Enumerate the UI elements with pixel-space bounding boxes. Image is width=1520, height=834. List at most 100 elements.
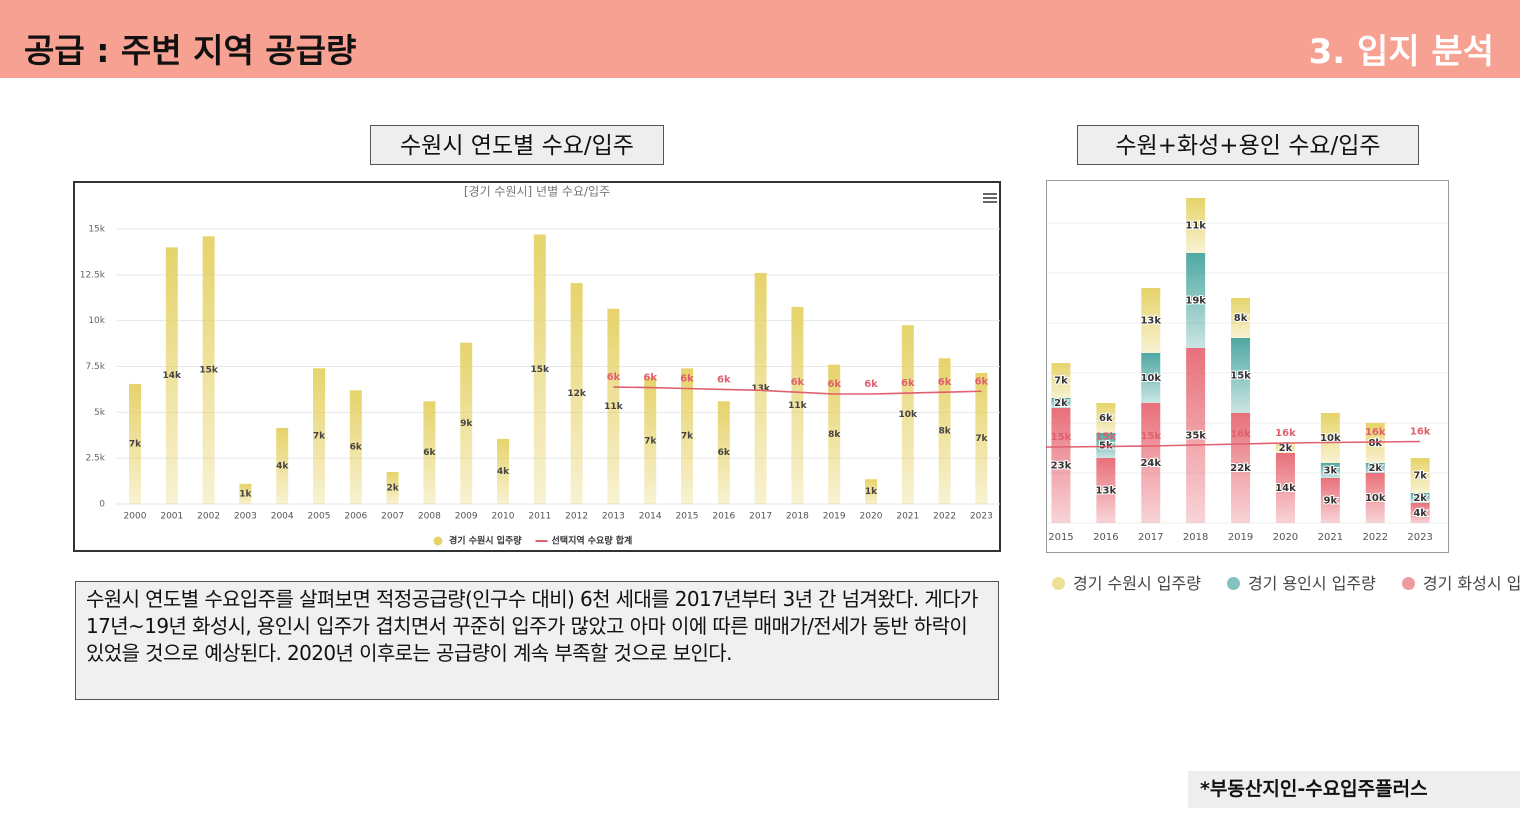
bar-segment: [1141, 403, 1161, 523]
segment-value-label: 3k: [1324, 466, 1338, 477]
bar: [276, 427, 289, 504]
bar-segment: [1051, 398, 1071, 408]
bar-segment: [1186, 253, 1206, 348]
segment-value-label: 2k: [1054, 398, 1068, 409]
x-tick-label: 2020: [860, 512, 883, 522]
y-tick-label: 7.5k: [85, 362, 105, 372]
page-title: 공급 : 주변 지역 공급량: [24, 31, 357, 70]
x-tick-label: 2017: [749, 512, 772, 522]
segment-value-label: 14k: [1275, 483, 1296, 494]
x-tick-label: 2023: [1407, 532, 1432, 543]
bar-value-label: 14k: [163, 371, 183, 381]
demand-line: [613, 386, 982, 395]
legend-item: 경기 용인시 입주량: [1226, 574, 1376, 593]
segment-value-label: 9k: [1324, 496, 1338, 507]
bar: [681, 368, 693, 504]
x-tick-label: 2019: [823, 512, 846, 522]
line-value-label: 15k: [1096, 432, 1117, 443]
legend-item: 경기 수원시 입주량: [1052, 574, 1201, 593]
menu-icon: [983, 197, 997, 199]
bar-segment: [1096, 403, 1116, 433]
x-tick-label: 2018: [1183, 532, 1208, 543]
bar: [202, 236, 215, 505]
bar-segment: [1410, 503, 1430, 523]
segment-value-label: 22k: [1230, 463, 1251, 474]
bar-value-label: 8k: [938, 427, 951, 437]
bar: [828, 364, 841, 504]
bar: [165, 247, 178, 504]
x-tick-label: 2020: [1273, 532, 1298, 543]
x-tick-label: 2015: [676, 512, 699, 522]
x-tick-label: 2014: [639, 512, 662, 522]
bar: [497, 438, 509, 504]
x-tick-label: 2015: [1048, 532, 1073, 543]
line-value-label: 6k: [607, 372, 621, 383]
menu-icon: [983, 193, 997, 195]
legend-swatch: [1226, 577, 1240, 590]
x-tick-label: 2010: [492, 512, 515, 522]
segment-value-label: 2k: [1279, 443, 1293, 454]
bar-value-label: 10k: [899, 410, 919, 420]
segment-value-label: 10k: [1365, 493, 1386, 504]
bar-segment: [1096, 458, 1116, 523]
segment-value-label: 6k: [1099, 413, 1113, 424]
bar-value-label: 4k: [497, 467, 510, 477]
segment-value-label: 10k: [1140, 373, 1161, 384]
x-tick-label: 2009: [455, 512, 478, 522]
segment-value-label: 7k: [1413, 471, 1427, 482]
bar: [754, 273, 767, 504]
bar-segment: [1365, 473, 1385, 523]
bar-value-label: 2k: [386, 483, 399, 493]
bar-segment: [1275, 443, 1295, 453]
x-tick-label: 2003: [234, 512, 257, 522]
legend-label: 선택지역 수요량 합계: [552, 535, 633, 547]
x-tick-label: 2013: [602, 512, 625, 522]
segment-value-label: 13k: [1096, 486, 1117, 497]
bar-value-label: 6k: [350, 443, 363, 453]
bar: [791, 306, 804, 504]
x-tick-label: 2007: [381, 512, 404, 522]
line-value-label: 6k: [680, 374, 694, 385]
segment-value-label: 7k: [1054, 376, 1068, 387]
legend-label: 경기 수원시 입주량: [1073, 574, 1201, 593]
bar-segment: [1096, 433, 1116, 458]
bar: [644, 377, 657, 504]
x-tick-label: 2005: [308, 512, 331, 522]
y-tick-label: 5k: [94, 408, 106, 418]
bar-value-label: 9k: [460, 419, 473, 429]
line-value-label: 16k: [1410, 427, 1431, 438]
segment-value-label: 13k: [1140, 316, 1161, 327]
segment-value-label: 8k: [1234, 313, 1248, 324]
bar-segment: [1365, 463, 1385, 473]
legend-swatch: [1401, 577, 1415, 590]
line-value-label: 15k: [1051, 432, 1072, 443]
header-bar: 공급 : 주변 지역 공급량 3. 입지 분석: [0, 0, 1520, 78]
bar-segment: [1410, 493, 1430, 503]
y-tick-label: 10k: [88, 316, 105, 326]
line-value-label: 6k: [643, 373, 657, 384]
line-value-label: 15k: [1140, 431, 1161, 442]
legend-label: 경기 화성시 입주량: [1422, 574, 1520, 593]
bar: [938, 358, 951, 504]
legend-item: 경기 화성시 입주량: [1401, 574, 1520, 593]
bar-value-label: 4k: [276, 461, 289, 471]
segment-value-label: 11k: [1185, 221, 1206, 232]
bar-segment: [1365, 423, 1385, 463]
bar: [865, 479, 877, 504]
demand-line: [1046, 440, 1421, 448]
bar-value-label: 11k: [604, 402, 624, 412]
x-tick-label: 2011: [528, 512, 551, 522]
bar-segment: [1231, 413, 1251, 523]
x-tick-label: 2021: [1318, 532, 1343, 543]
line-value-label: 6k: [864, 379, 878, 390]
bar-segment: [1320, 413, 1340, 463]
bar: [570, 283, 583, 504]
legend-label: 경기 수원시 입주량: [449, 535, 522, 547]
line-value-label: 6k: [717, 374, 731, 385]
x-tick-label: 2002: [197, 512, 220, 522]
line-value-label: 6k: [901, 378, 915, 389]
line-value-label: 16k: [1230, 429, 1251, 440]
bar-value-label: 7k: [129, 439, 142, 449]
segment-value-label: 8k: [1368, 438, 1382, 449]
